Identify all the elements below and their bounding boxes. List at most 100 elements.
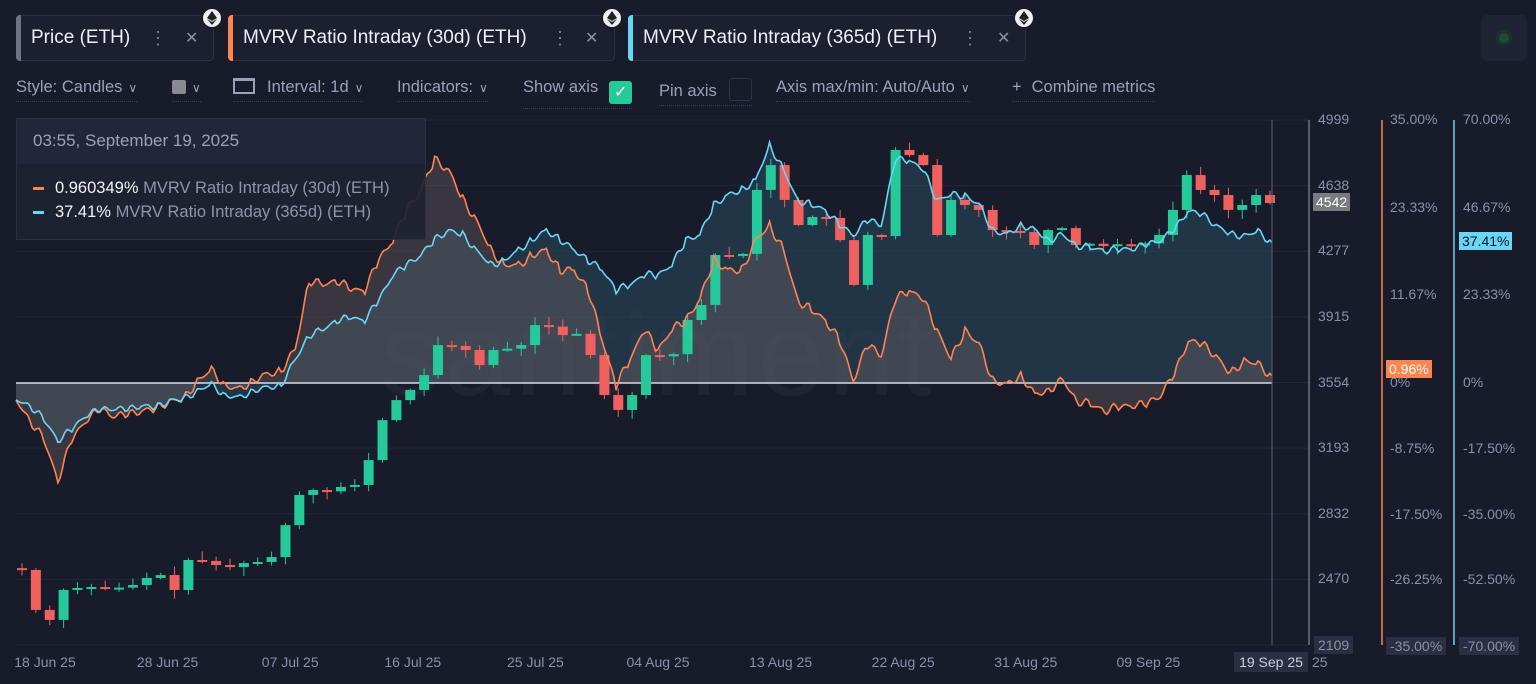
candle [17, 563, 27, 576]
candle-body [502, 348, 513, 351]
candle [1140, 241, 1151, 254]
candle [155, 572, 166, 580]
mvrv-365d-axis-tick: 70.00% [1463, 111, 1511, 127]
candle-body [308, 490, 319, 495]
tooltip-value: 37.41% [55, 203, 111, 221]
candle [585, 330, 596, 359]
candle-body [1251, 195, 1262, 206]
mvrv-30d-axis-tick: 23.33% [1390, 198, 1438, 215]
candle-body [1001, 230, 1012, 233]
pin-axis-checkbox[interactable] [728, 78, 752, 101]
candle-body [599, 355, 610, 396]
candle [44, 605, 55, 625]
tab-label: Price (ETH) [31, 27, 131, 48]
style-dropdown[interactable]: Style: Candles ∨ [16, 78, 138, 102]
tab-mvrv-30d[interactable]: MVRV Ratio Intraday (30d) (ETH) ⋮ ✕ [228, 7, 623, 61]
candle [72, 582, 83, 595]
candle [225, 558, 235, 571]
candle-body [724, 254, 735, 257]
combine-metrics-button[interactable]: + Combine metrics [1012, 78, 1156, 102]
candle-body [377, 420, 388, 461]
candle [1181, 170, 1192, 219]
tab-label: MVRV Ratio Intraday (30d) (ETH) [243, 27, 527, 48]
candle [252, 557, 263, 566]
candle [1029, 228, 1040, 249]
eth-icon [1013, 7, 1035, 29]
mvrv-365d-line [15, 139, 1273, 444]
candle-body [238, 563, 249, 568]
candle-body [349, 484, 360, 487]
candle [779, 162, 790, 208]
eth-icon [201, 7, 223, 29]
candle-body [30, 569, 41, 610]
x-trailing-label: 25 [1312, 654, 1328, 670]
candle [322, 487, 333, 500]
candle [1237, 199, 1248, 219]
candle-body [322, 490, 333, 493]
candle-body [849, 240, 859, 285]
more-options-icon[interactable]: ⋮ [551, 27, 569, 48]
tab-color-bar [16, 15, 21, 61]
candle-body [571, 333, 582, 336]
show-axis-checkbox[interactable]: ✓ [609, 81, 633, 104]
mvrv-30d-line [15, 155, 1273, 486]
candle [197, 551, 208, 564]
candle-body [266, 557, 277, 562]
color-dropdown[interactable]: ∨ [172, 78, 201, 102]
live-indicator-button[interactable] [1481, 15, 1527, 61]
mvrv-30d-current-badge: 0.96% [1386, 359, 1432, 378]
candle-body [1223, 195, 1234, 210]
candle-body [1015, 230, 1026, 233]
mvrv-365d-axis-tick: -35.00% [1463, 505, 1516, 522]
candle-body [460, 345, 471, 350]
candle-body [446, 345, 457, 348]
close-icon[interactable]: ✕ [585, 30, 599, 47]
close-icon[interactable]: ✕ [997, 30, 1011, 47]
candle [405, 388, 416, 405]
pin-axis-toggle[interactable]: Pin axis [659, 78, 752, 106]
x-tick-label: 13 Aug 25 [749, 654, 812, 670]
candle-body [1195, 175, 1206, 190]
candle [211, 556, 222, 571]
price-axis-tick: 2109 [1314, 636, 1354, 654]
candle [280, 522, 291, 565]
axis-maxmin-label: Axis max/min: Auto/Auto [776, 78, 955, 96]
candle-body [1098, 243, 1109, 247]
candle [488, 346, 499, 368]
tab-price[interactable]: Price (ETH) ⋮ ✕ [16, 7, 223, 61]
candle [363, 452, 374, 492]
candle-body [862, 234, 873, 285]
candle [460, 341, 471, 358]
show-axis-toggle[interactable]: Show axis ✓ [523, 78, 633, 109]
axis-maxmin-dropdown[interactable]: Axis max/min: Auto/Auto ∨ [776, 78, 970, 102]
candle-body [946, 199, 957, 235]
indicators-dropdown[interactable]: Indicators: ∨ [397, 78, 488, 102]
candle [530, 317, 541, 354]
candle-body [1029, 232, 1040, 245]
candle [904, 142, 915, 158]
candle [391, 395, 402, 422]
candle-body [904, 149, 915, 156]
candle-body [280, 525, 291, 558]
candle [710, 253, 721, 313]
more-options-icon[interactable]: ⋮ [961, 27, 979, 48]
candle [738, 252, 749, 259]
close-icon[interactable]: ✕ [185, 30, 199, 47]
candle [446, 340, 457, 351]
x-current-label: 19 Sep 25 [1239, 654, 1303, 670]
more-options-icon[interactable]: ⋮ [149, 27, 167, 48]
candle-body [197, 559, 208, 562]
candle [516, 341, 527, 356]
candle-body [543, 325, 554, 328]
candle-body [668, 354, 679, 357]
mvrv-30d-axis-tick: -35.00% [1386, 637, 1447, 655]
tab-mvrv-365d[interactable]: MVRV Ratio Intraday (365d) (ETH) ⋮ ✕ [628, 7, 1035, 61]
candle [876, 233, 887, 240]
x-current-badge [1234, 652, 1308, 672]
mvrv-365d-axis-tick: -52.50% [1463, 571, 1516, 588]
tab-label: MVRV Ratio Intraday (365d) (ETH) [643, 27, 938, 48]
candle [1057, 226, 1067, 232]
interval-dropdown[interactable]: Interval: 1d ∨ [233, 78, 364, 102]
x-tick-label: 16 Jul 25 [384, 654, 441, 670]
